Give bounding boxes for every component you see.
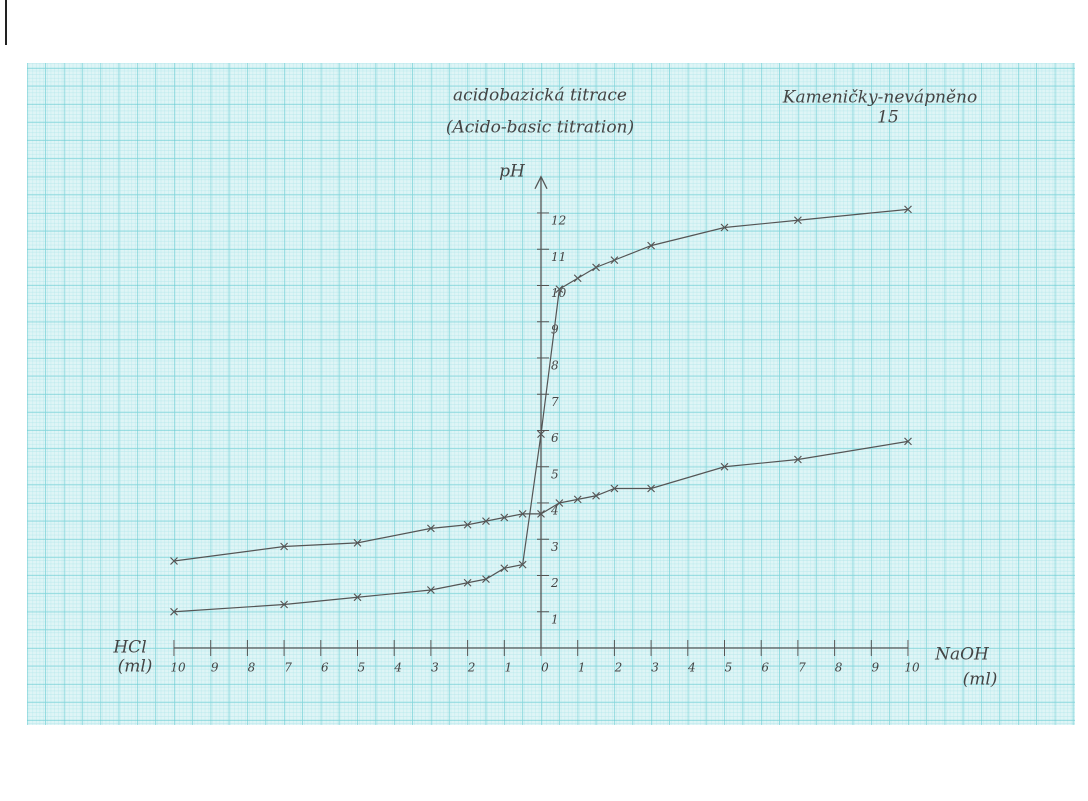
y-tick-label: 2 bbox=[550, 576, 559, 590]
y-axis-label: pH bbox=[499, 162, 526, 182]
chart-subtitle: (Acido-basic titration) bbox=[446, 118, 634, 138]
x-tick-label: 1 bbox=[578, 661, 586, 675]
x-axis-unit: (ml) bbox=[118, 657, 153, 677]
y-tick-label: 1 bbox=[551, 612, 559, 626]
x-tick-label: 7 bbox=[284, 661, 292, 675]
y-tick-label: 8 bbox=[551, 359, 559, 373]
x-tick-label: 2 bbox=[467, 661, 476, 675]
x-tick-label: 3 bbox=[651, 661, 659, 675]
annotation: Kameničky-nevápněno bbox=[782, 88, 977, 108]
x-tick-label: 3 bbox=[431, 661, 439, 675]
page: {"chart_data": { "type": "line", "title"… bbox=[0, 0, 1088, 797]
y-tick-label: 12 bbox=[551, 214, 566, 228]
x-tick-label: 10 bbox=[170, 661, 186, 675]
x-axis-label: NaOH bbox=[934, 645, 990, 665]
x-tick-label: 6 bbox=[761, 661, 769, 675]
annotation: 15 bbox=[877, 108, 899, 128]
x-tick-label: 2 bbox=[614, 661, 623, 675]
x-tick-label: 4 bbox=[687, 661, 696, 675]
x-tick-label: 6 bbox=[321, 661, 329, 675]
x-tick-label: 9 bbox=[211, 661, 219, 675]
y-tick-label: 3 bbox=[551, 540, 559, 554]
y-tick-label: 11 bbox=[551, 250, 566, 264]
y-tick-label: 6 bbox=[551, 431, 559, 445]
x-tick-label: 9 bbox=[871, 661, 879, 675]
x-tick-label: 8 bbox=[835, 661, 843, 675]
x-tick-label: 5 bbox=[725, 661, 733, 675]
y-tick-label: 7 bbox=[551, 395, 559, 409]
x-tick-label: 1 bbox=[504, 661, 512, 675]
x-tick-label: 5 bbox=[358, 661, 366, 675]
x-tick-label: 0 bbox=[541, 661, 549, 675]
chart: acidobazická titrace (Acido-basic titrat… bbox=[0, 0, 1088, 797]
x-axis-unit: (ml) bbox=[963, 670, 998, 690]
x-tick-label: 4 bbox=[393, 661, 402, 675]
chart-title: acidobazická titrace bbox=[453, 86, 627, 106]
x-tick-label: 8 bbox=[248, 661, 256, 675]
y-tick-label: 5 bbox=[551, 467, 559, 481]
x-tick-label: 7 bbox=[798, 661, 806, 675]
x-axis-label: HCl bbox=[112, 638, 146, 658]
x-tick-label: 10 bbox=[904, 661, 920, 675]
